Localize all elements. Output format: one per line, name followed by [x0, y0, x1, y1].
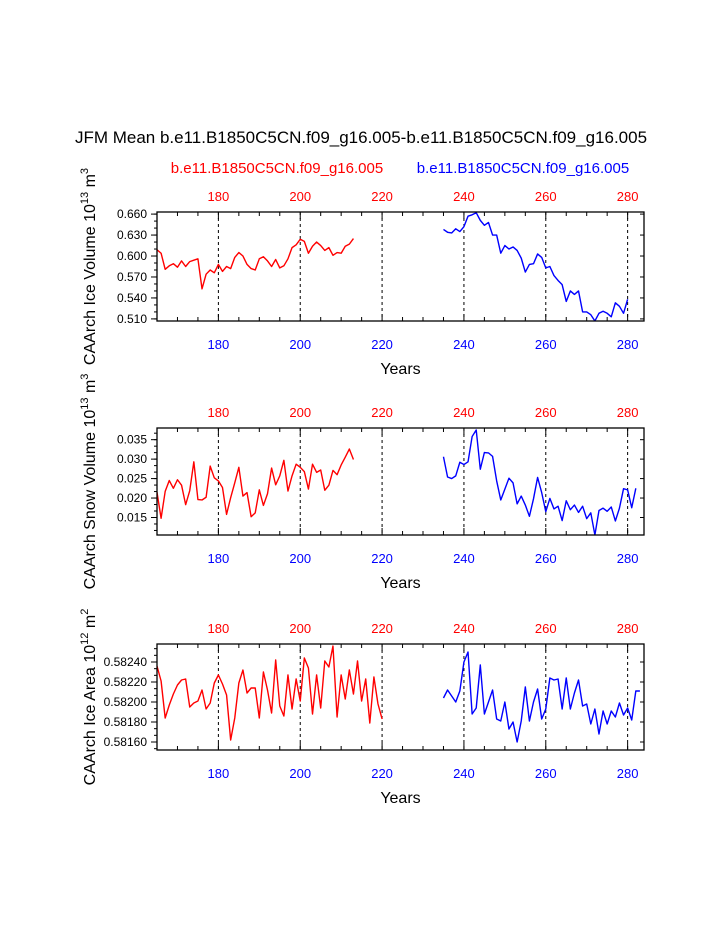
x-tick-label-top: 200 — [289, 405, 311, 420]
x-axis-title: Years — [380, 575, 420, 592]
x-tick-label-bottom: 220 — [371, 337, 393, 352]
x-tick-label-top: 280 — [617, 189, 639, 204]
x-tick-label-bottom: 280 — [617, 766, 639, 781]
x-tick-label-bottom: 220 — [371, 551, 393, 566]
legend-blue-label: b.e11.B1850C5CN.f09_g16.005 — [417, 160, 629, 177]
plot-frame — [156, 643, 645, 751]
x-tick-label-top: 200 — [289, 621, 311, 636]
figure-title: JFM Mean b.e11.B1850C5CN.f09_g16.005-b.e… — [75, 128, 647, 147]
x-tick-label-bottom: 280 — [617, 337, 639, 352]
y-tick-label: 0.020 — [117, 491, 147, 505]
series-line-red — [157, 645, 383, 741]
panel-ice_area: 0.58160 0.58180 0.58200 0.58220 0.58240 180 18… — [79, 609, 645, 807]
x-tick-label-top: 180 — [208, 405, 230, 420]
series-line-blue — [442, 651, 640, 743]
y-axis-title: CAArch Ice Area 1012 m2 — [79, 609, 99, 786]
series-line-blue — [443, 212, 629, 321]
x-tick-label-bottom: 180 — [208, 766, 230, 781]
y-tick-label: 0.58220 — [104, 675, 148, 689]
x-tick-label-bottom: 260 — [535, 551, 557, 566]
x-tick-label-top: 220 — [371, 189, 393, 204]
x-tick-label-top: 260 — [535, 189, 557, 204]
x-tick-label-bottom: 240 — [453, 337, 475, 352]
x-tick-label-top: 240 — [453, 189, 475, 204]
x-tick-label-top: 220 — [371, 405, 393, 420]
panel-snow_volume: 0.015 0.020 0.025 0.030 0.035 180 180 200 200 220… — [79, 374, 645, 592]
x-tick-label-top: 280 — [617, 405, 639, 420]
series-line-red — [157, 238, 355, 290]
x-tick-label-bottom: 180 — [208, 551, 230, 566]
x-tick-label-bottom: 260 — [535, 337, 557, 352]
x-tick-label-bottom: 180 — [208, 337, 230, 352]
x-tick-label-top: 260 — [535, 405, 557, 420]
y-tick-label: 0.570 — [117, 270, 147, 284]
y-tick-label: 0.015 — [117, 510, 147, 524]
y-tick-label: 0.510 — [117, 312, 147, 326]
x-tick-label-bottom: 260 — [535, 766, 557, 781]
plot-frame — [156, 427, 645, 536]
y-tick-label: 0.030 — [117, 452, 147, 466]
x-tick-label-bottom: 200 — [289, 551, 311, 566]
series-line-red — [157, 448, 355, 519]
y-tick-label: 0.660 — [117, 207, 147, 221]
x-tick-label-top: 240 — [453, 405, 475, 420]
x-tick-label-top: 180 — [208, 621, 230, 636]
y-tick-label: 0.035 — [117, 433, 147, 447]
x-axis-title: Years — [380, 790, 420, 807]
x-tick-label-top: 260 — [535, 621, 557, 636]
panel-ice_volume: 0.510 0.540 0.570 0.600 0.630 0.660 180 180 200 2… — [79, 168, 645, 378]
x-tick-label-bottom: 220 — [371, 766, 393, 781]
y-tick-label: 0.58200 — [104, 695, 148, 709]
y-tick-label: 0.58180 — [104, 715, 148, 729]
series-line-blue — [442, 429, 637, 535]
y-tick-label: 0.600 — [117, 249, 147, 263]
x-tick-label-bottom: 200 — [289, 337, 311, 352]
x-axis-title: Years — [380, 361, 420, 378]
y-tick-label: 0.540 — [117, 291, 147, 305]
x-tick-label-top: 220 — [371, 621, 393, 636]
legend-red-label: b.e11.B1850C5CN.f09_g16.005 — [171, 160, 383, 177]
x-tick-label-top: 180 — [208, 189, 230, 204]
y-axis-title: CAArch Ice Volume 1013 m3 — [79, 168, 99, 365]
y-axis-title: CAArch Snow Volume 1013 m3 — [79, 374, 99, 590]
y-tick-label: 0.58160 — [104, 735, 148, 749]
x-tick-label-bottom: 280 — [617, 551, 639, 566]
x-tick-label-top: 240 — [453, 621, 475, 636]
y-tick-label: 0.630 — [117, 228, 147, 242]
x-tick-label-bottom: 240 — [453, 551, 475, 566]
x-tick-label-bottom: 200 — [289, 766, 311, 781]
x-tick-label-bottom: 240 — [453, 766, 475, 781]
y-tick-label: 0.025 — [117, 472, 147, 486]
plot-frame — [156, 211, 645, 322]
y-tick-label: 0.58240 — [104, 655, 148, 669]
x-tick-label-top: 280 — [617, 621, 639, 636]
x-tick-label-top: 200 — [289, 189, 311, 204]
